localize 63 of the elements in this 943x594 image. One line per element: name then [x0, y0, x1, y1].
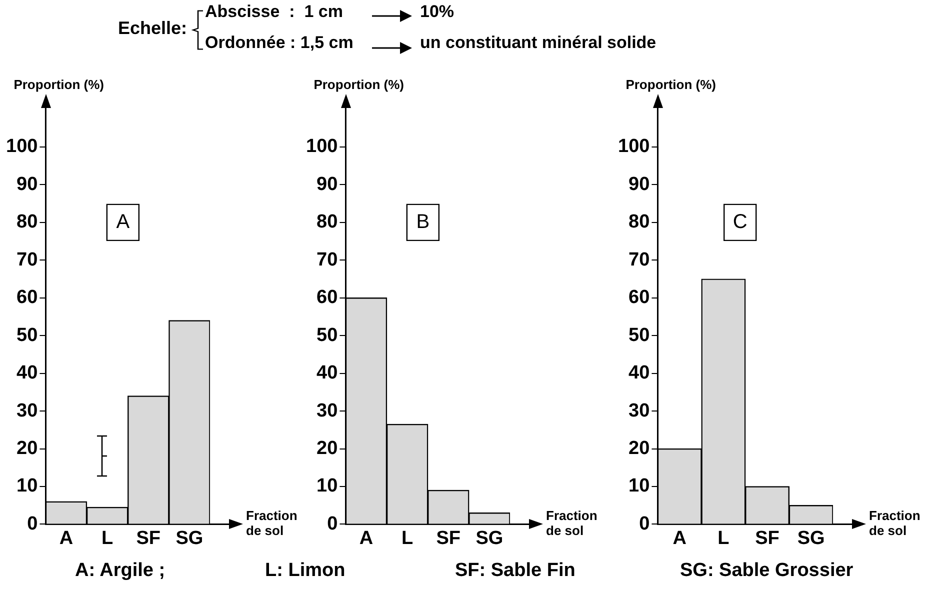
y-tick-label: 40 [628, 362, 650, 384]
y-tick-label: 50 [628, 324, 650, 346]
text: SG: Sable Grossier [680, 560, 854, 582]
y-tick-label: 80 [16, 212, 38, 233]
y-tick-label: 90 [16, 174, 38, 195]
y-tick-label: 20 [316, 438, 338, 459]
x-tick-label: SG [476, 528, 504, 549]
text: Abscisse : 1 cm [205, 2, 343, 22]
y-tick-label: 20 [16, 438, 38, 459]
y-tick-label: 0 [27, 513, 38, 534]
y-tick-label: 10 [16, 476, 38, 497]
x-tick-label: SF [136, 528, 161, 549]
y-tick-label: 30 [628, 400, 650, 422]
y-axis-title: Proportion (%) [626, 77, 716, 92]
y-tick-label: 30 [316, 400, 338, 422]
y-tick-label: 60 [316, 287, 338, 308]
x-tick-label: SF [755, 528, 780, 549]
x-tick-label: SG [176, 528, 204, 549]
y-tick-label: 50 [316, 324, 338, 346]
y-tick-label: 50 [16, 324, 38, 346]
x-tick-label: SG [797, 528, 825, 549]
x-tick-label: L [718, 528, 730, 549]
y-tick-label: 10 [316, 476, 338, 497]
text: Echelle: [118, 18, 188, 39]
y-tick-label: 40 [316, 362, 338, 384]
text: L: Limon [265, 560, 346, 582]
y-tick-label: 40 [16, 362, 38, 384]
y-tick-label: 70 [16, 249, 38, 270]
x-tick-label: L [402, 528, 414, 549]
y-tick-label: 90 [628, 174, 650, 195]
text: C [732, 210, 748, 233]
text: SF: Sable Fin [455, 560, 576, 582]
y-axis-title: Proportion (%) [14, 77, 104, 92]
y-tick-label: 70 [316, 249, 338, 270]
x-axis-title: Fraction de sol [546, 508, 598, 538]
y-tick-label: 20 [628, 438, 650, 459]
y-tick-label: 0 [327, 513, 338, 534]
y-tick-label: 60 [628, 287, 650, 308]
text: un constituant minéral solide [420, 33, 656, 53]
y-tick-label: 30 [16, 400, 38, 422]
x-axis-title: Fraction de sol [246, 508, 298, 538]
y-tick-label: 100 [618, 136, 650, 158]
text: 10% [420, 2, 454, 22]
y-tick-label: 80 [316, 212, 338, 233]
x-tick-label: SF [436, 528, 461, 549]
x-axis-title: Fraction de sol [869, 508, 920, 538]
text: B [416, 210, 430, 233]
y-tick-label: 60 [16, 287, 38, 308]
x-tick-label: A [359, 528, 374, 549]
y-tick-label: 80 [628, 212, 650, 233]
x-tick-label: A [59, 528, 74, 549]
text: A: Argile ; [75, 560, 166, 582]
y-tick-label: 0 [639, 513, 650, 534]
y-axis-title: Proportion (%) [314, 77, 404, 92]
x-tick-label: A [672, 528, 687, 549]
y-tick-label: 10 [628, 476, 650, 497]
text: Ordonnée : 1,5 cm [205, 33, 354, 53]
y-tick-label: 100 [306, 136, 338, 158]
text: A [116, 210, 130, 233]
y-tick-label: 90 [316, 174, 338, 195]
y-tick-label: 100 [6, 136, 38, 158]
x-tick-label: L [102, 528, 114, 549]
y-tick-label: 70 [628, 249, 650, 270]
